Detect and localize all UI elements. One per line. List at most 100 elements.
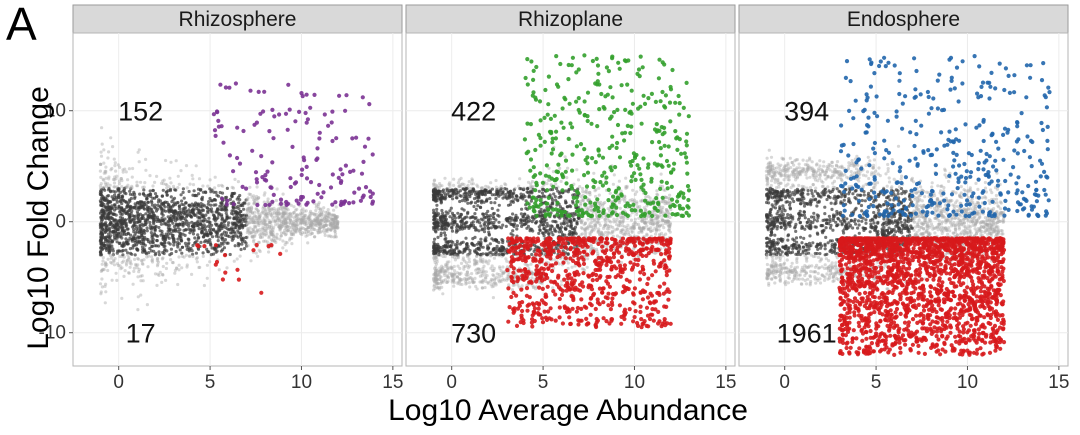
point (467, 260, 471, 264)
point (453, 216, 457, 220)
point (553, 229, 557, 233)
point (114, 198, 119, 202)
point (660, 223, 665, 227)
point (565, 221, 569, 225)
point (135, 210, 139, 214)
point (503, 195, 507, 199)
point (166, 232, 171, 236)
point (310, 225, 314, 229)
point (180, 245, 184, 249)
point (294, 227, 299, 231)
point (171, 221, 175, 225)
point (246, 198, 250, 202)
point (449, 206, 453, 210)
point (258, 227, 262, 231)
point (228, 252, 232, 257)
point (488, 217, 492, 221)
point (450, 229, 455, 233)
point-enriched (370, 199, 375, 204)
point (121, 194, 125, 198)
point (458, 226, 462, 230)
point (472, 197, 477, 201)
point (282, 205, 287, 209)
point (185, 263, 189, 267)
point-enriched (356, 186, 362, 191)
point (668, 193, 672, 197)
point-enriched (286, 82, 291, 87)
point (237, 201, 241, 205)
point (318, 222, 322, 226)
point (453, 253, 457, 257)
point (286, 214, 290, 218)
point (129, 233, 133, 237)
point (196, 233, 200, 237)
point (278, 206, 282, 211)
point (207, 200, 211, 204)
point (141, 241, 145, 246)
point (476, 185, 480, 189)
point (217, 212, 222, 216)
point (171, 184, 176, 188)
point (324, 218, 328, 222)
point (99, 292, 103, 296)
point (115, 174, 119, 178)
point (612, 220, 616, 224)
point (557, 195, 561, 200)
point-enriched (368, 189, 373, 194)
point (127, 271, 131, 275)
point (132, 221, 136, 225)
point (582, 223, 586, 227)
point (138, 192, 142, 196)
point (144, 168, 148, 172)
point (437, 212, 441, 216)
point (149, 192, 153, 196)
point (597, 193, 601, 197)
point-enriched (317, 136, 322, 141)
point (114, 177, 118, 181)
point (103, 230, 107, 234)
point (118, 165, 122, 169)
point (312, 235, 317, 239)
point (161, 179, 165, 183)
point (253, 234, 257, 238)
point (484, 270, 488, 274)
point (329, 235, 334, 239)
point (464, 282, 468, 286)
point (545, 182, 549, 186)
point (461, 240, 465, 244)
point (629, 218, 634, 222)
point (214, 190, 218, 194)
point-enriched (265, 169, 270, 174)
point (132, 227, 136, 231)
point (295, 207, 299, 211)
point (333, 226, 337, 230)
point (645, 232, 649, 236)
point (497, 203, 501, 207)
point (312, 227, 317, 232)
point (550, 202, 554, 206)
point-enriched (220, 196, 225, 201)
point (470, 272, 474, 276)
point (198, 265, 202, 269)
point (277, 225, 281, 229)
point (547, 232, 551, 236)
point (160, 194, 164, 198)
point (331, 224, 335, 228)
point (586, 217, 590, 221)
point (483, 220, 488, 224)
point (559, 222, 563, 226)
point (432, 244, 436, 248)
point (317, 225, 321, 229)
point (597, 186, 601, 190)
point (520, 207, 524, 211)
point (563, 155, 567, 159)
point-enriched (270, 160, 275, 165)
point (459, 176, 463, 180)
point (128, 247, 132, 251)
point (106, 246, 110, 250)
point (142, 258, 146, 262)
point (458, 277, 462, 281)
point (184, 228, 188, 232)
point (161, 273, 165, 277)
point (219, 201, 223, 205)
